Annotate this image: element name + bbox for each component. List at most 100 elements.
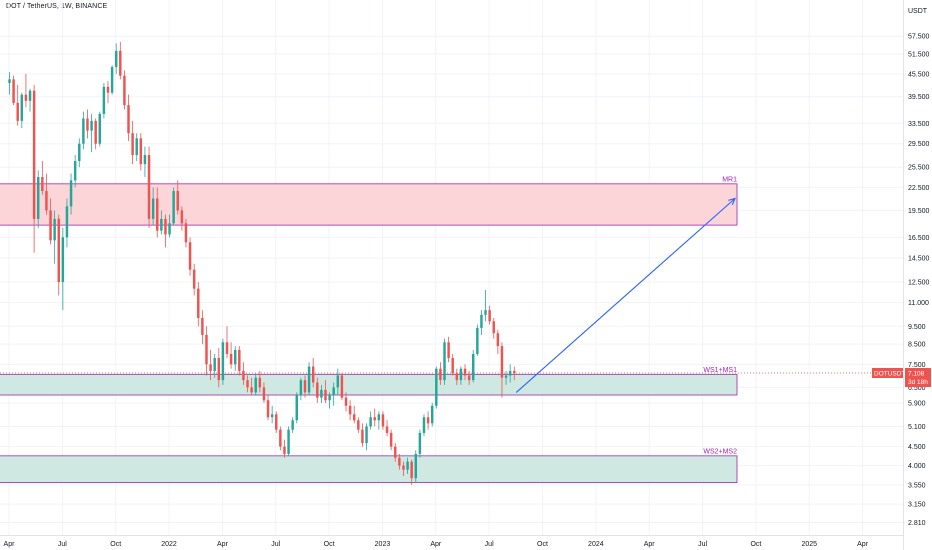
candle <box>233 346 237 371</box>
candle-body <box>156 198 159 231</box>
candle-body <box>135 138 138 156</box>
candle-body <box>225 342 229 354</box>
candle-body <box>172 190 175 224</box>
candle-body <box>119 50 122 76</box>
candle <box>8 72 11 95</box>
candle-body <box>123 75 126 106</box>
zones-layer: MR1 WS1+MS1 WS2+MS2 <box>0 176 738 483</box>
candle-body <box>12 79 15 103</box>
candle <box>82 111 85 150</box>
price-axis-ticks[interactable]: 57.500 51.500 45.500 39.500 33.500 29.500 25.5… <box>908 34 930 527</box>
candle-body <box>332 387 335 396</box>
candle <box>476 324 479 356</box>
candle <box>439 362 442 385</box>
candle <box>279 426 282 451</box>
time-axis-ticks[interactable]: Apr Jul Oct 2022 Apr Jul Oct 2023 Apr Jul Oct 2024 A… <box>4 541 869 548</box>
candle <box>402 461 405 477</box>
candle-body <box>221 342 225 381</box>
time-tick-label: Jul <box>271 541 280 548</box>
candle-body <box>246 380 249 388</box>
candle <box>188 237 192 276</box>
candle <box>299 377 303 401</box>
candle-body <box>377 414 381 421</box>
candle <box>488 305 491 325</box>
candle <box>98 111 102 147</box>
candle <box>484 289 487 322</box>
candle-body <box>480 314 483 328</box>
price-tick-label: 3.150 <box>908 502 926 509</box>
candle-body <box>65 206 69 238</box>
candle <box>324 380 327 403</box>
candle <box>53 210 56 264</box>
price-tick-label: 45.500 <box>908 71 930 78</box>
candle <box>283 439 286 458</box>
candle <box>24 73 28 108</box>
time-tick-label: Apr <box>857 541 869 548</box>
candle-body <box>328 395 331 401</box>
candle <box>443 338 446 385</box>
candle-body <box>406 461 409 470</box>
time-tick-label: 2025 <box>801 541 817 548</box>
symbol-badge <box>872 367 903 378</box>
candle-body <box>484 310 487 315</box>
candle <box>258 370 262 393</box>
candle <box>131 120 134 165</box>
zone-label: WS1+MS1 <box>703 367 737 374</box>
candle <box>467 370 471 385</box>
price-tick-label: 3.550 <box>908 482 926 489</box>
candle <box>357 417 360 433</box>
candle <box>328 392 331 409</box>
candle-body <box>28 90 32 101</box>
projection-arrow-head <box>728 197 736 206</box>
candle <box>78 138 81 168</box>
candle <box>106 81 110 103</box>
candle <box>192 263 196 296</box>
candle <box>307 362 311 396</box>
candle-body <box>303 380 307 393</box>
candle-body <box>45 190 48 211</box>
candle-body <box>299 380 303 396</box>
candle <box>213 353 216 378</box>
candle <box>32 84 36 253</box>
candle <box>422 414 426 437</box>
candle <box>201 310 204 345</box>
price-tick-label: 11.000 <box>908 300 929 307</box>
candle <box>86 109 89 139</box>
candle-body <box>316 382 319 398</box>
candle <box>41 161 44 195</box>
candle-body <box>439 368 442 381</box>
candle <box>451 353 454 376</box>
candle-body <box>106 86 110 93</box>
candle-body <box>361 429 364 444</box>
candle-body <box>344 397 348 406</box>
candle <box>496 329 500 354</box>
candle <box>435 366 438 409</box>
candle-body <box>57 218 60 283</box>
price-tick-label: 2.810 <box>908 520 926 527</box>
projection-arrow-layer <box>515 197 736 393</box>
candle <box>65 198 69 248</box>
candle <box>344 392 348 412</box>
candle <box>381 411 385 430</box>
candle-body <box>197 288 200 319</box>
currency-label: USDT <box>908 8 928 15</box>
candle-body <box>229 353 233 365</box>
candle <box>262 382 266 403</box>
candle <box>455 368 459 385</box>
candle <box>36 170 40 228</box>
candle <box>500 342 504 398</box>
candle-body <box>307 366 311 393</box>
zone-label: WS2+MS2 <box>703 448 737 455</box>
candle <box>508 364 512 383</box>
price-tick-label: 4.500 <box>908 444 926 451</box>
candle <box>513 366 516 381</box>
price-tick-label: 4.000 <box>908 463 926 470</box>
candle-body <box>147 155 151 219</box>
candle <box>365 423 368 451</box>
candle <box>426 411 430 430</box>
time-tick-label: Oct <box>537 541 548 548</box>
candle-body <box>180 210 184 224</box>
candle-body <box>385 426 389 433</box>
candle <box>320 384 323 403</box>
